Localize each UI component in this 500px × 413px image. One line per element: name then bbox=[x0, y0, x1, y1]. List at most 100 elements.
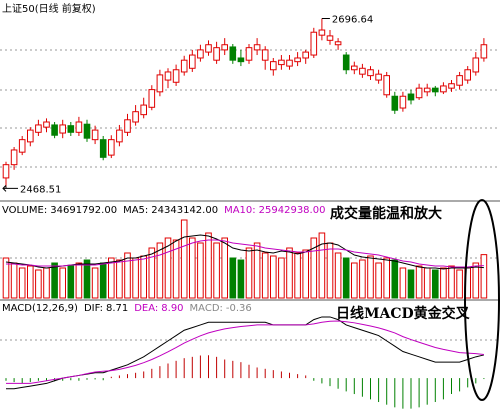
candle-body bbox=[407, 93, 415, 101]
candle-body bbox=[472, 57, 480, 73]
candle-body bbox=[464, 69, 471, 81]
volume-bar bbox=[237, 259, 245, 299]
volume-bar bbox=[375, 262, 382, 299]
volume-bar bbox=[10, 262, 18, 299]
volume-bar bbox=[302, 249, 309, 299]
volume-bar bbox=[326, 242, 334, 299]
volume-bar bbox=[180, 219, 188, 299]
volume-bar bbox=[318, 232, 326, 299]
legend-label: DIF: bbox=[84, 303, 103, 314]
candle-body bbox=[172, 69, 180, 83]
volume-bar bbox=[448, 265, 455, 299]
volume-bar bbox=[75, 262, 83, 299]
candle-body bbox=[18, 139, 26, 153]
candle-body bbox=[91, 129, 99, 141]
candle-body bbox=[367, 69, 374, 77]
volume-bar bbox=[205, 232, 212, 299]
volume-bar bbox=[342, 257, 350, 299]
candle-body bbox=[108, 139, 115, 156]
candle-body bbox=[197, 49, 204, 59]
volume-bar bbox=[108, 257, 115, 299]
candle-body bbox=[180, 59, 188, 73]
volume-bar bbox=[472, 262, 480, 299]
annotation: 日线MACD黄金交叉 bbox=[336, 305, 471, 322]
volume-bar bbox=[116, 259, 123, 299]
volume-bar bbox=[253, 242, 261, 299]
volume-bar bbox=[407, 269, 415, 299]
candle-body bbox=[83, 123, 91, 139]
volume-bar bbox=[59, 267, 67, 299]
pointer-arrow bbox=[2, 185, 18, 192]
volume-bar bbox=[399, 267, 407, 299]
candle-body bbox=[480, 44, 488, 59]
candle-body bbox=[132, 111, 139, 123]
volume-bar bbox=[189, 237, 196, 299]
volume-bar bbox=[456, 269, 463, 299]
candle-body bbox=[302, 51, 309, 59]
candle-body bbox=[35, 124, 42, 133]
legend-value: 24343142.00 bbox=[151, 205, 218, 216]
candle-body bbox=[75, 121, 83, 133]
candle-body bbox=[318, 29, 326, 36]
legend-label: VOLUME: bbox=[2, 205, 47, 216]
candle-body bbox=[326, 35, 334, 41]
candle-body bbox=[245, 47, 253, 61]
volume-bar bbox=[334, 252, 342, 299]
chart-title: 上证50(日线 前复权) bbox=[2, 2, 96, 15]
volume-bar bbox=[156, 242, 164, 299]
candle-body bbox=[253, 44, 261, 51]
candle-body bbox=[148, 89, 156, 108]
macd-legend: MACD(12,26,9) DIF: 8.71 DEA: 8.90 MACD: -0.36 bbox=[2, 303, 252, 314]
candle-body bbox=[221, 44, 228, 51]
volume-bar bbox=[124, 252, 131, 299]
candle-body bbox=[286, 59, 293, 67]
candle-body bbox=[456, 75, 463, 86]
volume-bar bbox=[51, 262, 58, 299]
candle-body bbox=[391, 95, 399, 111]
volume-bar bbox=[229, 257, 237, 299]
legend-label: MA10: bbox=[224, 205, 256, 216]
legend-value: -0.36 bbox=[226, 303, 252, 314]
volume-bar bbox=[132, 257, 139, 299]
volume-bar bbox=[261, 252, 269, 299]
macd-line bbox=[6, 320, 484, 384]
candle-body bbox=[334, 41, 342, 46]
candle-body bbox=[213, 47, 220, 61]
volume-bar bbox=[294, 252, 301, 299]
candle-body bbox=[99, 139, 107, 158]
candle-body bbox=[51, 124, 58, 136]
legend-label: MA5: bbox=[123, 205, 148, 216]
candle-body bbox=[415, 87, 423, 99]
candle-body bbox=[342, 54, 350, 71]
candle-body bbox=[27, 129, 34, 143]
candle-body bbox=[156, 74, 164, 93]
legend-value: 25942938.00 bbox=[259, 205, 326, 216]
candle-body bbox=[310, 31, 318, 56]
volume-bar bbox=[164, 237, 172, 299]
legend-value: 8.90 bbox=[161, 303, 183, 314]
volume-bar bbox=[391, 259, 399, 299]
candle-body bbox=[270, 61, 277, 71]
candle-body bbox=[399, 95, 407, 109]
candle-body bbox=[278, 59, 285, 66]
volume-bar bbox=[83, 259, 91, 299]
candle-body bbox=[423, 87, 431, 93]
volume-bar bbox=[415, 265, 423, 299]
candle-body bbox=[229, 46, 237, 61]
volume-bar bbox=[359, 259, 366, 299]
volume-bar bbox=[245, 247, 253, 299]
volume-bar bbox=[310, 237, 318, 299]
candle-body bbox=[140, 104, 147, 116]
annotation: 成交量能温和放大 bbox=[330, 205, 442, 222]
candle-body bbox=[359, 67, 366, 75]
volume-bar bbox=[213, 242, 220, 299]
candle-body bbox=[43, 121, 50, 128]
legend-value: 34691792.00 bbox=[50, 205, 117, 216]
high-label: 2696.64 bbox=[332, 15, 373, 26]
volume-bar bbox=[480, 254, 488, 299]
candle-body bbox=[261, 49, 269, 61]
candle-body bbox=[116, 129, 123, 143]
